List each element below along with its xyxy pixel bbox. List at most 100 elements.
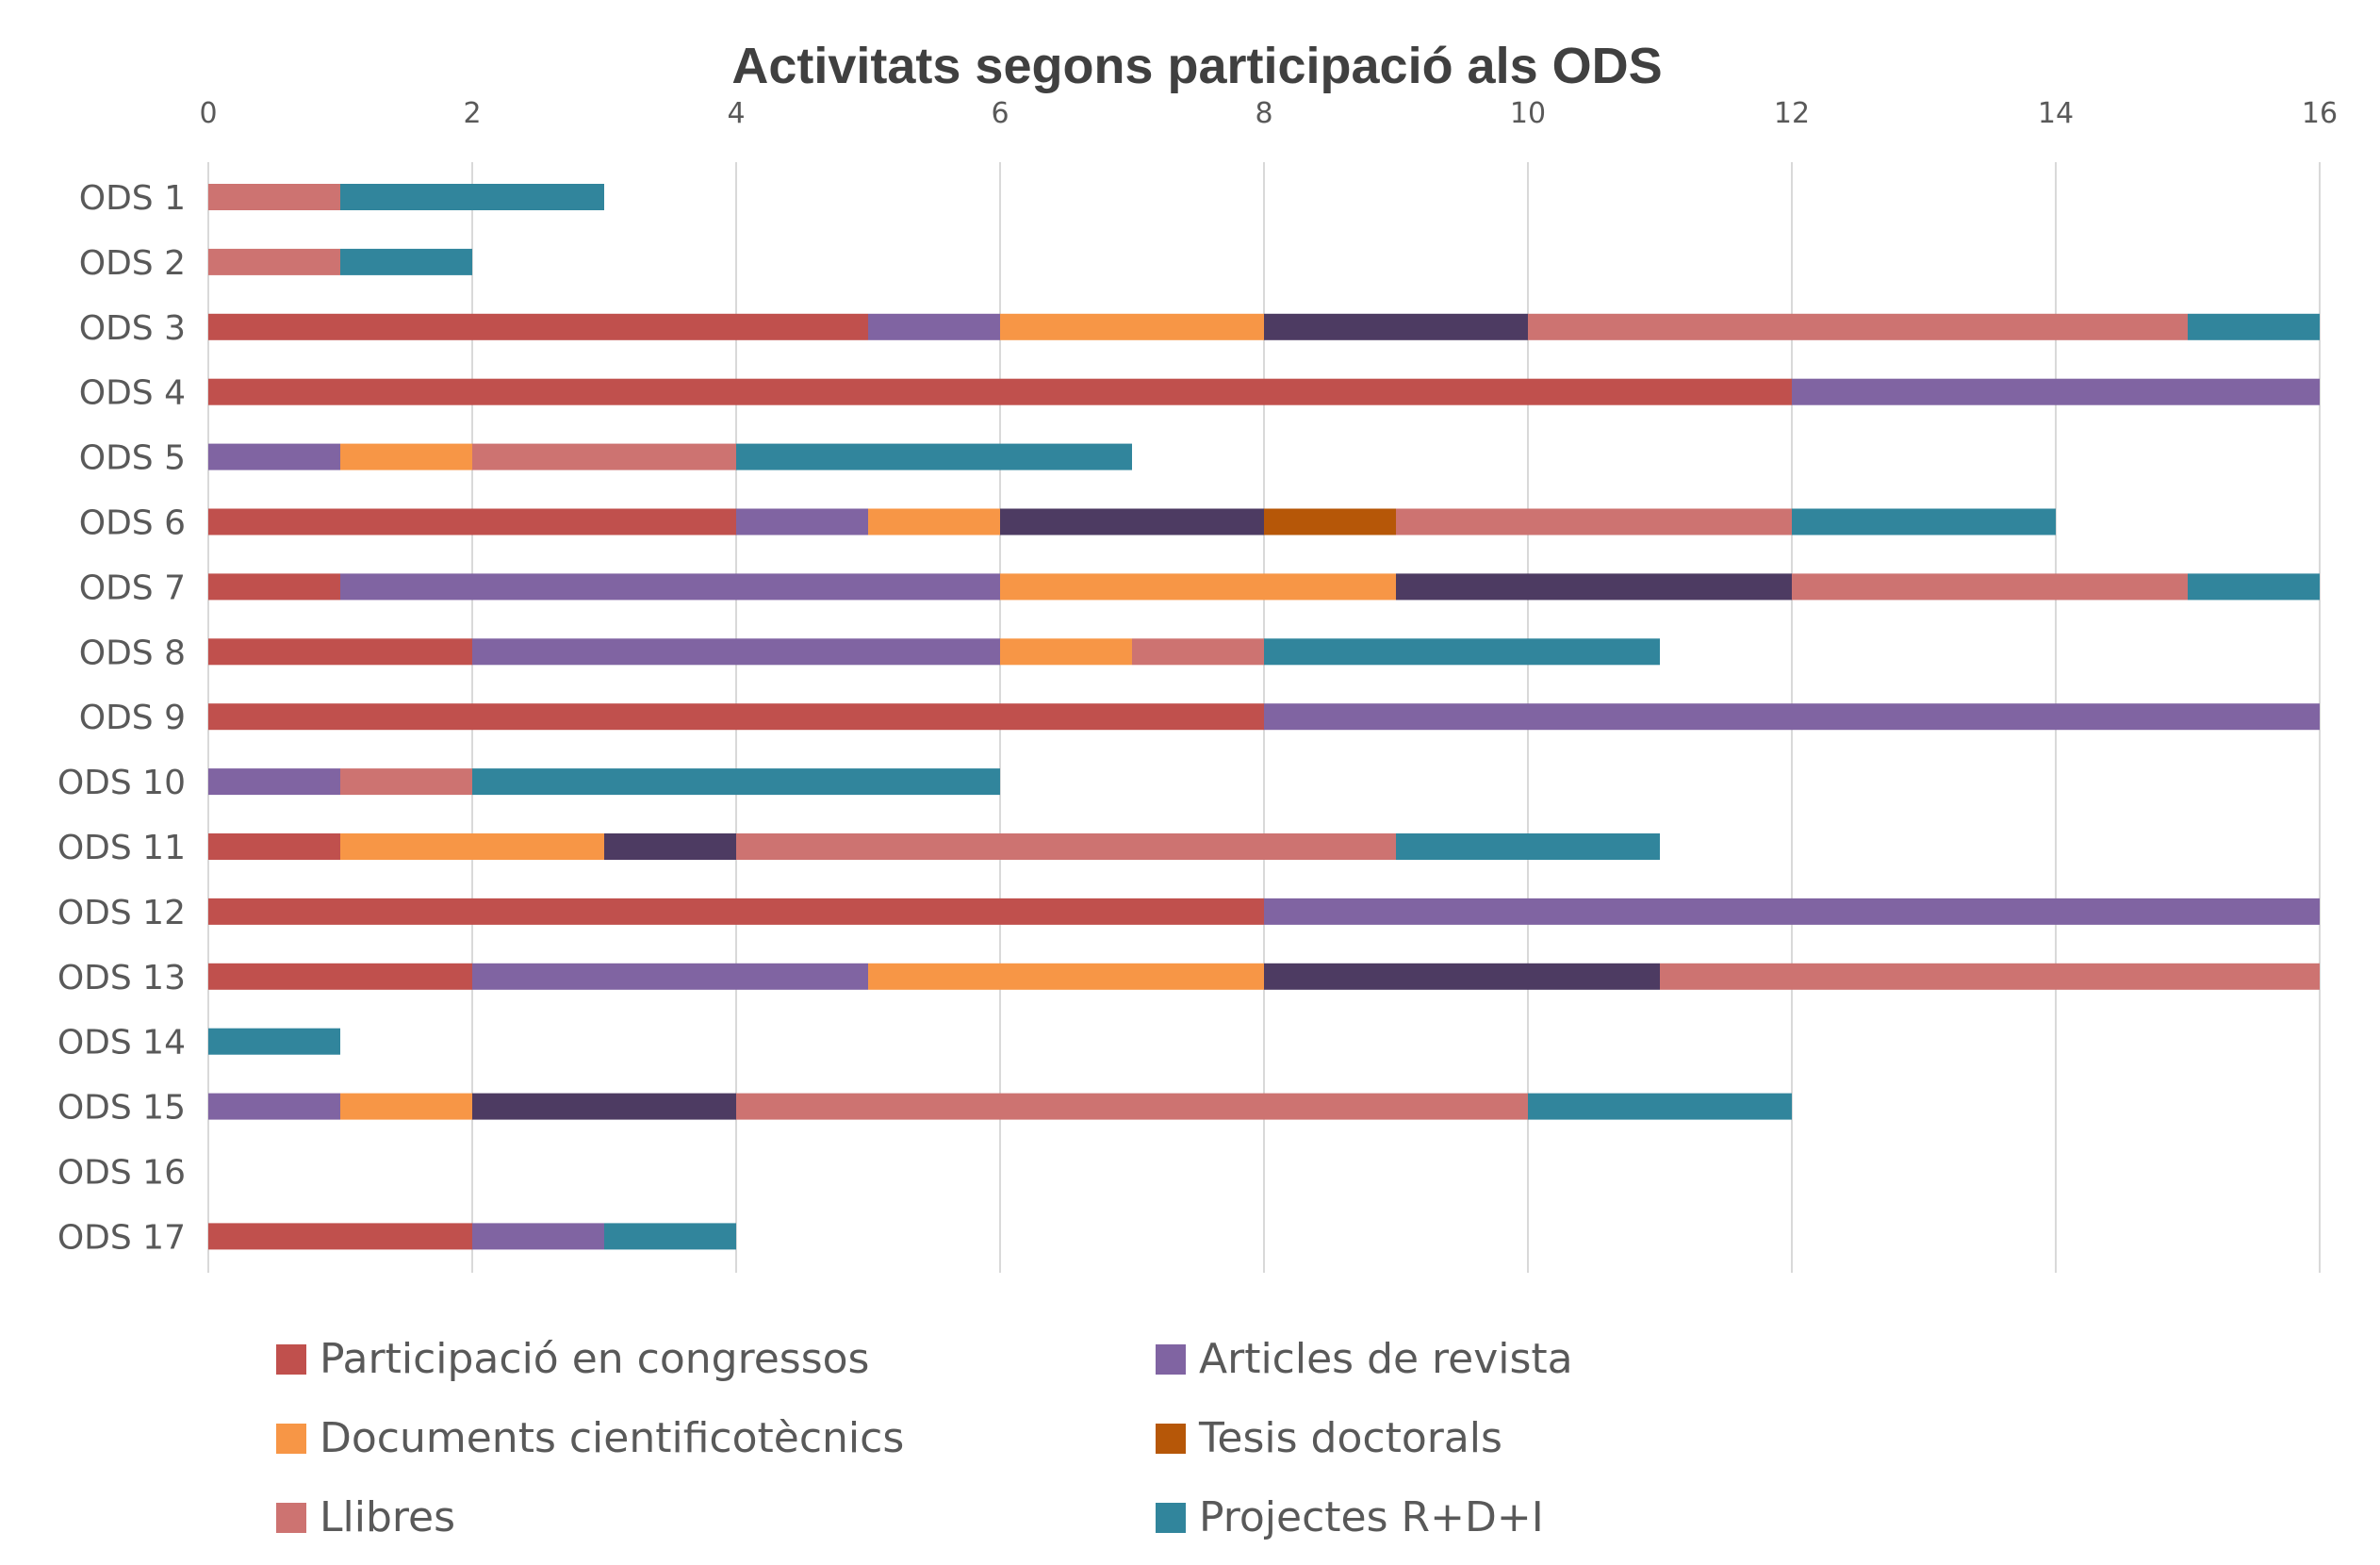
bar-segment — [2188, 573, 2320, 601]
bar-segment — [208, 248, 340, 275]
y-category-label: ODS 9 — [79, 699, 186, 737]
bar-segment — [1660, 963, 2320, 990]
bar-segment — [1792, 508, 2056, 535]
bar-segment — [340, 184, 604, 210]
x-axis-ticks: 0 2 4 6 8 10 12 14 16 — [199, 97, 2338, 130]
y-category-label: ODS 12 — [57, 894, 186, 932]
bar-segment — [208, 638, 472, 666]
legend-label: Participació en congressos — [320, 1335, 869, 1383]
y-category-label: ODS 4 — [79, 374, 186, 413]
bar-segment — [208, 443, 340, 470]
y-axis-labels: ODS 1 ODS 2 ODS 3 ODS 4 ODS 5 ODS 6 ODS 7 ODS 8… — [57, 179, 186, 1257]
x-tick-label: 12 — [1774, 97, 1810, 130]
legend-swatch — [276, 1344, 306, 1375]
bar-segment — [472, 1093, 736, 1120]
bar-segment — [1396, 508, 1792, 535]
legend-swatch — [1156, 1344, 1186, 1375]
bar-segment — [736, 1093, 1528, 1120]
bar-segment — [736, 833, 1396, 860]
bar-segment — [868, 508, 1000, 535]
bar-segment — [1528, 313, 2188, 340]
bar-segment — [208, 573, 340, 601]
bar-segment — [1000, 508, 1264, 535]
bar-segment — [208, 184, 340, 210]
y-category-label: ODS 15 — [57, 1089, 186, 1128]
y-category-label: ODS 3 — [79, 309, 186, 348]
bar-segment — [472, 443, 736, 470]
bar-segment — [208, 313, 868, 340]
bar-segment — [604, 833, 736, 860]
x-tick-label: 8 — [1255, 97, 1272, 130]
chart-title: Activitats segons participació als ODS — [731, 38, 1662, 94]
x-tick-label: 4 — [727, 97, 745, 130]
bar-segment — [1264, 898, 2320, 925]
bar-segment — [340, 573, 1000, 601]
x-tick-label: 2 — [463, 97, 481, 130]
bar-segment — [340, 443, 472, 470]
bar-segment — [1264, 313, 1528, 340]
x-tick-label: 16 — [2302, 97, 2338, 130]
bar-segment — [340, 248, 472, 275]
y-category-label: ODS 11 — [57, 829, 186, 867]
bar-segment — [1000, 313, 1264, 340]
y-category-label: ODS 7 — [79, 568, 186, 607]
y-category-label: ODS 10 — [57, 764, 186, 802]
bar-segment — [1396, 573, 1792, 601]
legend-item: Articles de revista — [1156, 1335, 1573, 1383]
bar-segment — [208, 703, 1264, 731]
bar-segment — [1528, 1093, 1792, 1120]
bar-segment — [208, 1028, 340, 1055]
bar-segment — [208, 1093, 340, 1120]
x-tick-label: 6 — [991, 97, 1009, 130]
bar-segment — [472, 1223, 604, 1250]
bars — [208, 184, 2320, 1250]
bar-segment — [208, 768, 340, 796]
bar-segment — [208, 508, 736, 535]
legend-swatch — [276, 1424, 306, 1454]
bar-segment — [1264, 508, 1396, 535]
legend-label: Articles de revista — [1199, 1335, 1573, 1383]
bar-segment — [208, 898, 1264, 925]
legend-label: Projectes R+D+I — [1199, 1493, 1544, 1541]
y-category-label: ODS 2 — [79, 244, 186, 283]
legend-label: Documents cientificotècnics — [320, 1414, 904, 1462]
legend-label: Llibres — [320, 1493, 455, 1541]
bar-segment — [1264, 963, 1660, 990]
y-category-label: ODS 17 — [57, 1218, 186, 1257]
bar-segment — [340, 833, 604, 860]
y-category-label: ODS 14 — [57, 1024, 186, 1063]
bar-segment — [472, 638, 1000, 666]
bar-segment — [1000, 638, 1132, 666]
bar-segment — [1132, 638, 1264, 666]
bar-segment — [1264, 703, 2320, 731]
y-category-label: ODS 8 — [79, 634, 186, 672]
bar-segment — [208, 963, 472, 990]
bar-segment — [340, 1093, 472, 1120]
x-tick-label: 0 — [199, 97, 217, 130]
x-tick-label: 14 — [2038, 97, 2074, 130]
legend-item: Documents cientificotècnics — [276, 1414, 904, 1462]
bar-segment — [1792, 573, 2188, 601]
y-category-label: ODS 13 — [57, 959, 186, 997]
y-category-label: ODS 6 — [79, 504, 186, 543]
bar-segment — [340, 768, 472, 796]
bar-segment — [1000, 573, 1396, 601]
legend-item: Tesis doctorals — [1156, 1414, 1502, 1462]
bar-segment — [208, 378, 1792, 405]
bar-segment — [208, 1223, 472, 1250]
bar-segment — [472, 963, 868, 990]
bar-segment — [2188, 313, 2320, 340]
bar-segment — [208, 833, 340, 860]
x-tick-label: 10 — [1510, 97, 1546, 130]
legend-swatch — [1156, 1424, 1186, 1454]
legend-item: Projectes R+D+I — [1156, 1493, 1544, 1541]
bar-segment — [604, 1223, 736, 1250]
bar-segment — [736, 443, 1132, 470]
legend-swatch — [276, 1503, 306, 1533]
y-category-label: ODS 1 — [79, 179, 186, 218]
legend-item: Llibres — [276, 1493, 455, 1541]
legend-swatch — [1156, 1503, 1186, 1533]
bar-segment — [868, 963, 1264, 990]
legend: Participació en congressos Articles de re… — [276, 1335, 1573, 1541]
